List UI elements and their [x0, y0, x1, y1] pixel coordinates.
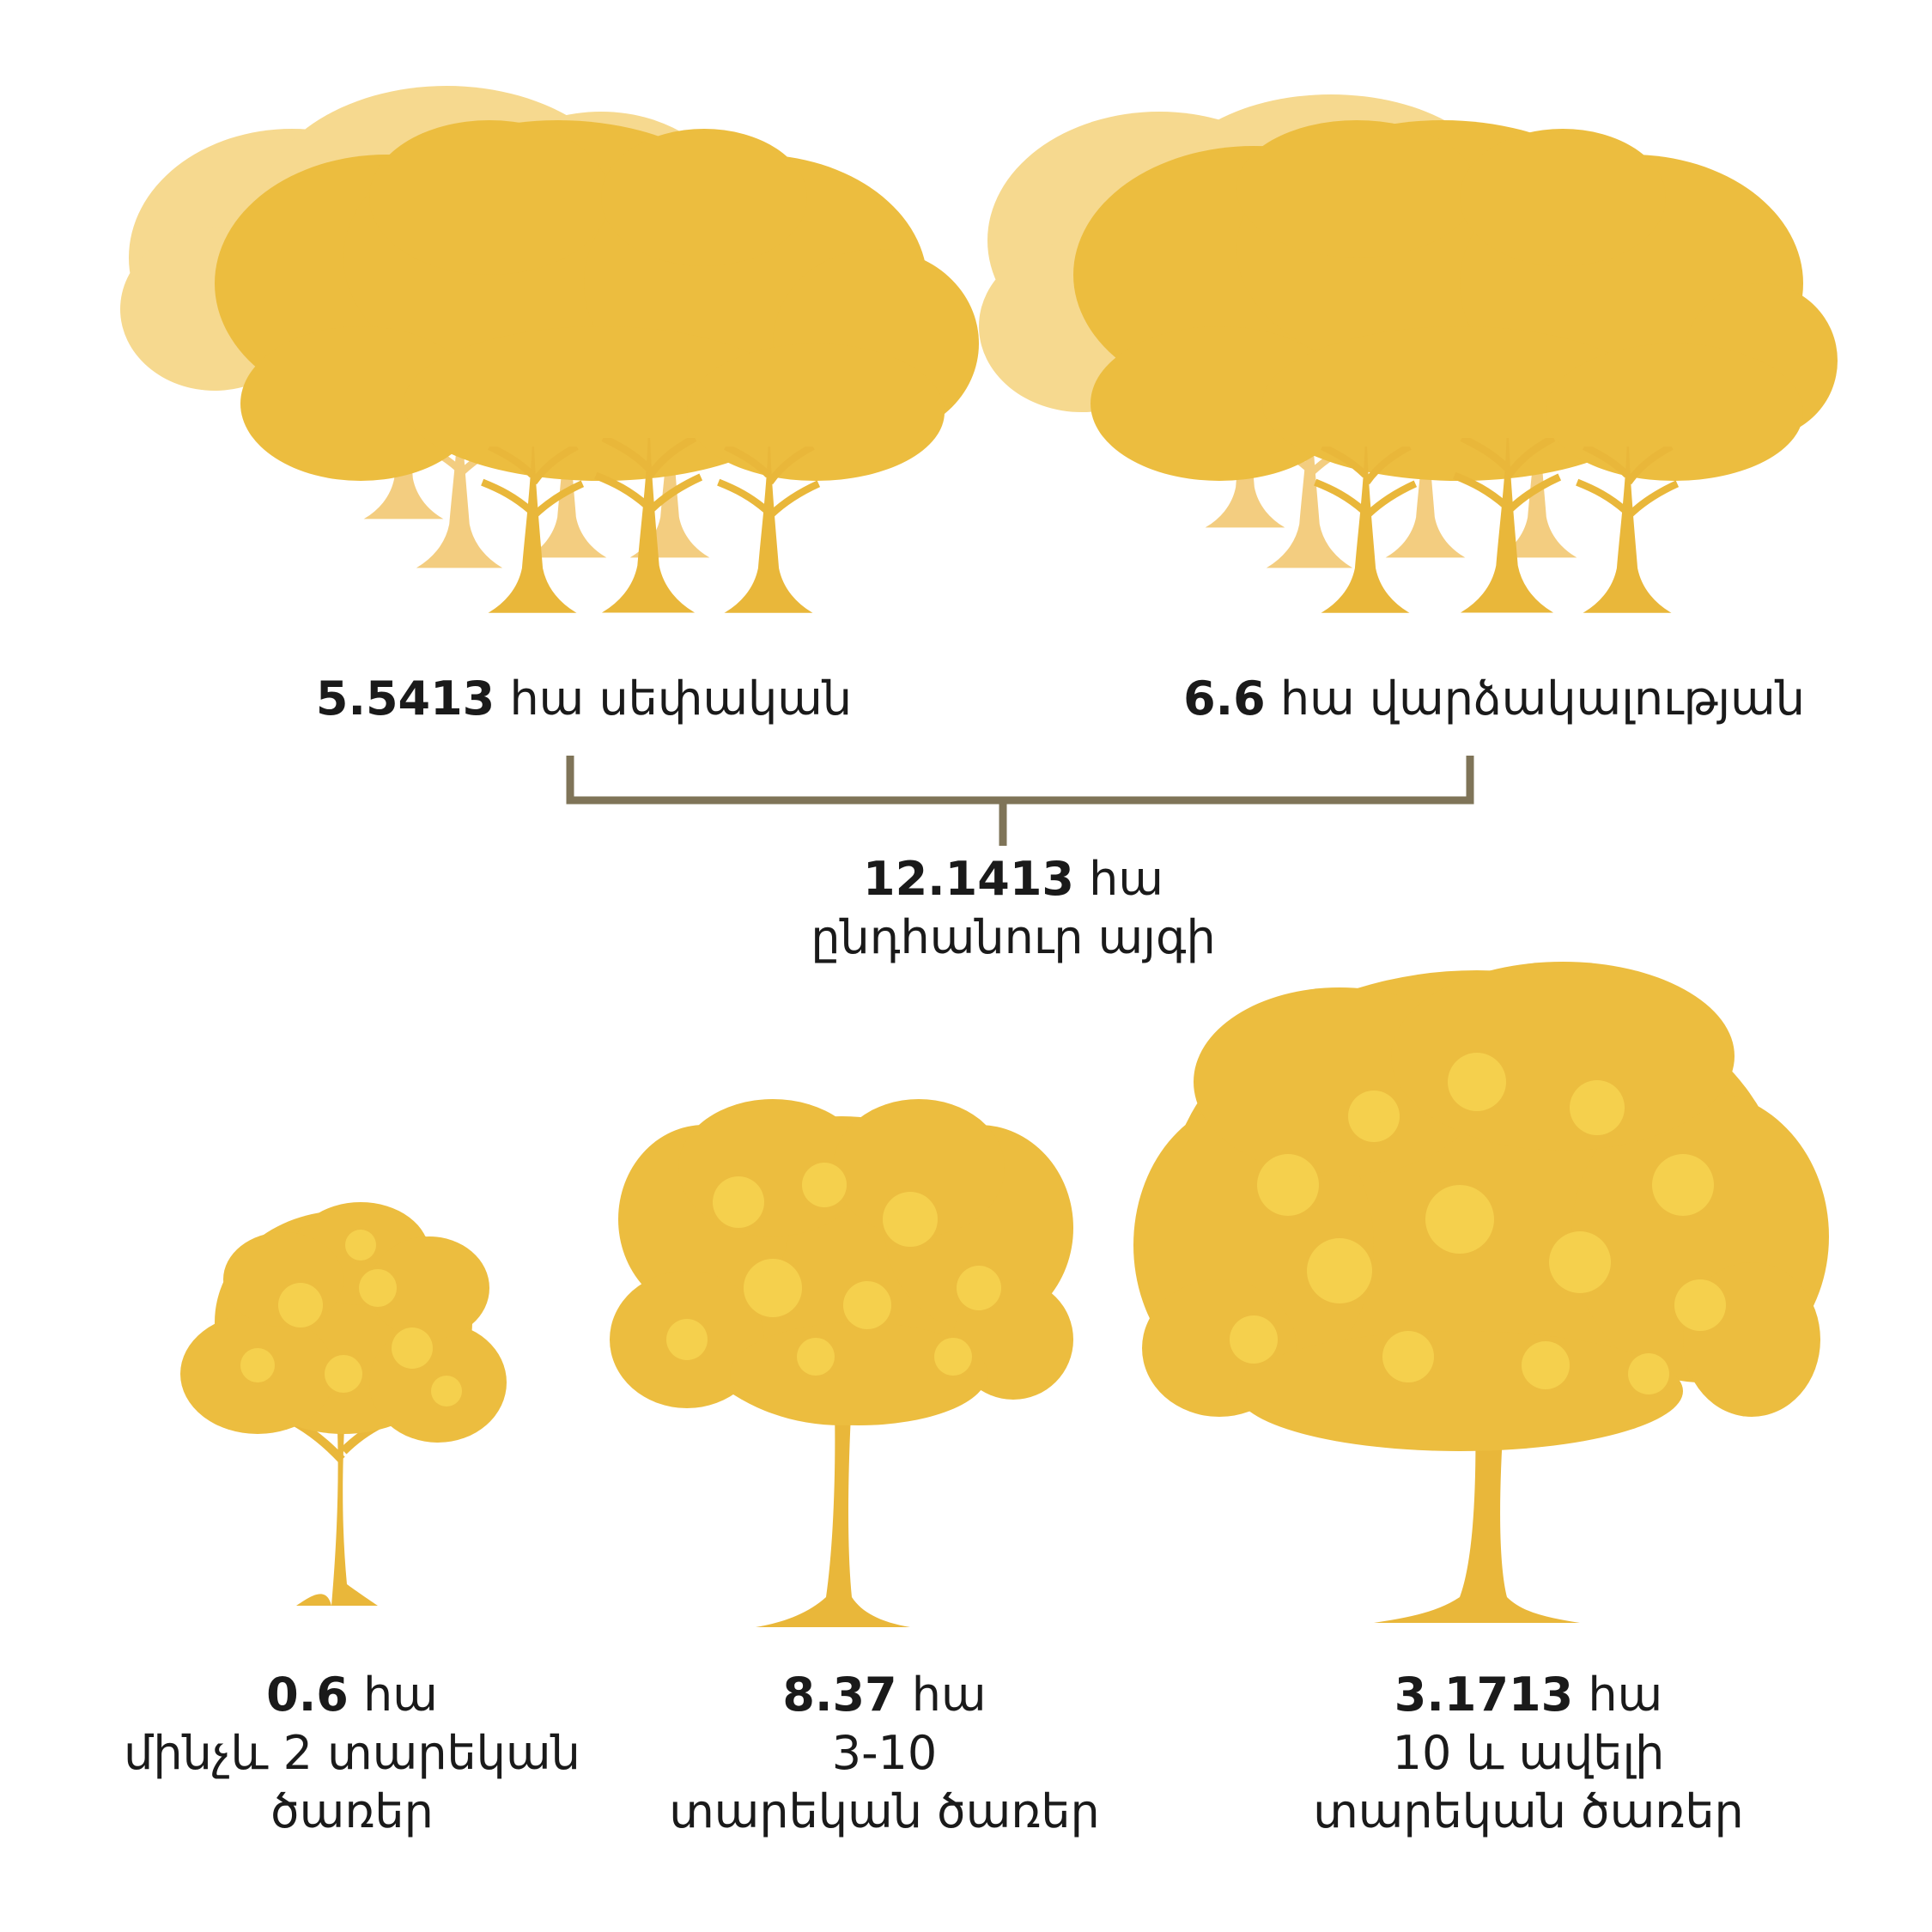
- medium-tree-icon: [610, 1099, 1073, 1627]
- total-area-unit: հա: [1089, 852, 1163, 906]
- private-area-unit: հա: [509, 671, 585, 726]
- total-area-label: 12.1413 հա ընդհանուր այգի: [704, 850, 1322, 967]
- young-trees-line2: ծառեր: [270, 1784, 434, 1838]
- old-trees-line2: տարեկան ծառեր: [1313, 1784, 1744, 1838]
- total-area-desc: ընդհանուր այգի: [811, 910, 1216, 964]
- large-tree-icon: [1133, 962, 1829, 1623]
- old-trees-value: 3.1713: [1394, 1668, 1574, 1722]
- old-trees-unit: հա: [1588, 1668, 1663, 1722]
- rental-area-desc: վարձակալության: [1369, 671, 1805, 726]
- rental-area-unit: հա: [1279, 671, 1355, 726]
- young-trees-value: 0.6: [266, 1668, 349, 1722]
- middle-trees-value: 8.37: [782, 1668, 897, 1722]
- private-area-value: 5.5413: [315, 671, 495, 726]
- grove-private-icon: [120, 86, 979, 612]
- small-tree-icon: [180, 1202, 507, 1606]
- rental-area-value: 6.6: [1183, 671, 1266, 726]
- old-trees-line1: 10 և ավելի: [1392, 1726, 1665, 1780]
- old-trees-label: 3.1713 հա 10 և ավելի տարեկան ծառեր: [1202, 1666, 1855, 1841]
- young-trees-line1: մինչև 2 տարեկան: [124, 1726, 580, 1780]
- middle-trees-line1: 3-10: [831, 1726, 938, 1780]
- total-area-value: 12.1413: [863, 852, 1074, 906]
- young-trees-label: 0.6 հա մինչև 2 տարեկան ծառեր: [86, 1666, 618, 1841]
- total-bracket: [566, 756, 1474, 846]
- young-trees-unit: հա: [363, 1668, 438, 1722]
- middle-trees-label: 8.37 հա 3-10 տարեկան ծառեր: [618, 1666, 1151, 1841]
- middle-trees-line2: տարեկան ծառեր: [669, 1784, 1100, 1838]
- private-area-desc: սեփական: [598, 671, 853, 726]
- grove-rental-icon: [979, 94, 1838, 612]
- middle-trees-unit: հա: [911, 1668, 987, 1722]
- private-area-label: 5.5413 հա սեփական: [258, 670, 910, 728]
- rental-area-label: 6.6 հա վարձակալության: [1116, 670, 1872, 728]
